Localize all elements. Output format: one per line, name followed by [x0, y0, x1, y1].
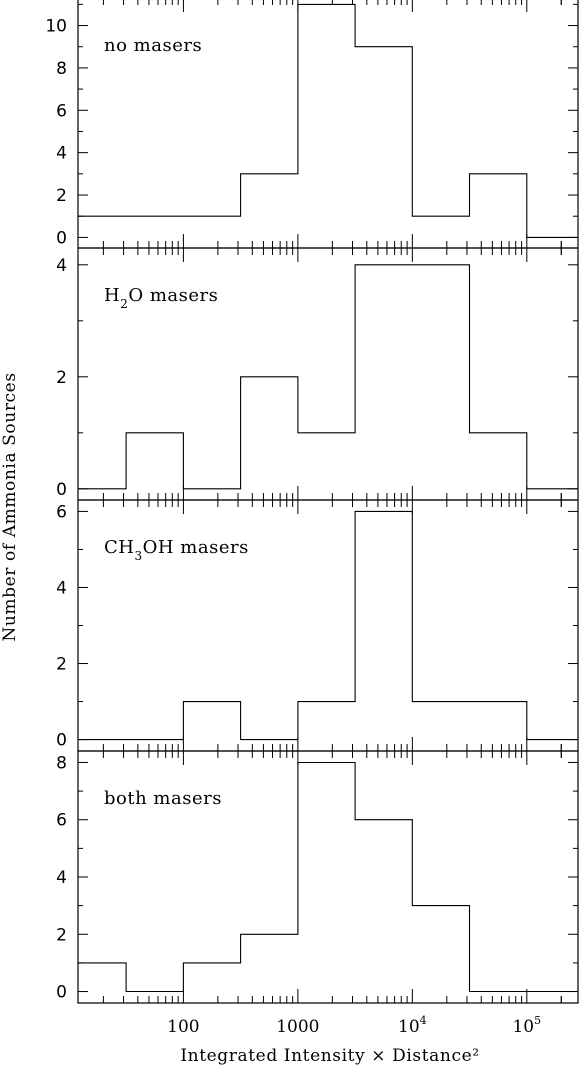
x-tick-label: 100	[167, 1017, 199, 1037]
panel-label: no masers	[104, 35, 202, 56]
y-tick-label: 8	[56, 753, 67, 773]
panel-label: CH3OH masers	[104, 537, 249, 563]
y-tick-label: 6	[56, 811, 67, 831]
panel-1: 0 2 4 H2O masers	[56, 247, 579, 501]
panel-2: 0 2 4 6 CH3OH masers	[56, 499, 579, 752]
histogram-series	[78, 510, 578, 741]
y-tick-label: 4	[56, 578, 67, 598]
y-tick-label: 4	[56, 868, 67, 888]
y-axis-label: Number of Ammonia Sources	[0, 372, 20, 641]
y-tick-label: 6	[56, 502, 67, 522]
panel-label: H2O masers	[104, 285, 218, 311]
y-tick-label: 4	[56, 256, 67, 276]
y-tick-label: 10	[45, 17, 67, 37]
x-tick-label: 104	[398, 1014, 427, 1037]
y-tick-label: 0	[56, 731, 67, 751]
y-tick-label: 2	[56, 186, 67, 206]
x-tick-label: 105	[512, 1014, 541, 1037]
x-tick-label: 1000	[276, 1017, 319, 1037]
y-tick-label: 0	[56, 480, 67, 500]
histogram-series	[78, 761, 578, 993]
y-tick-label: 0	[56, 983, 67, 1003]
y-tick-label: 0	[56, 228, 67, 248]
y-tick-label: 2	[56, 655, 67, 675]
x-axis-label: Integrated Intensity × Distance²	[180, 1046, 479, 1066]
histogram-series	[78, 264, 578, 490]
y-tick-label: 6	[56, 101, 67, 121]
y-tick-label: 2	[56, 368, 67, 388]
panel-0: 0 2 4 6 8 10 no masers	[45, 0, 579, 249]
panel-3: 0 2 4 6 8 both masers	[56, 750, 579, 1004]
y-tick-label: 2	[56, 925, 67, 945]
panel-label: both masers	[104, 788, 222, 809]
histogram-series	[78, 3, 578, 238]
y-tick-label: 4	[56, 144, 67, 164]
y-tick-label: 8	[56, 59, 67, 79]
